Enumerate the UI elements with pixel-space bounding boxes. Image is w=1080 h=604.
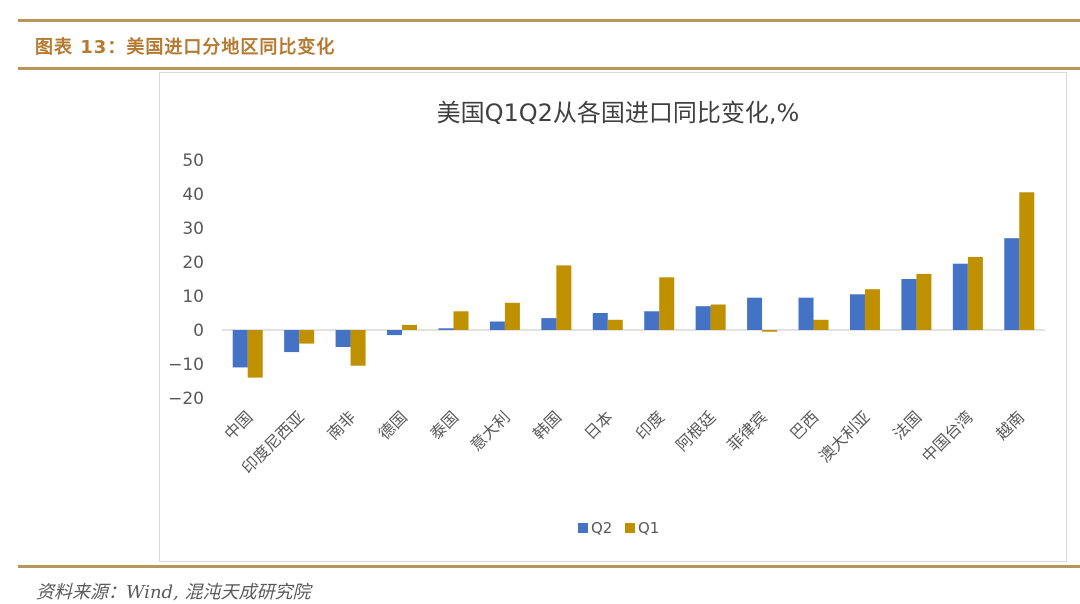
x-category-label: 澳大利亚: [815, 407, 874, 466]
legend-label-q2: Q2: [591, 519, 612, 537]
y-tick-label: 50: [182, 151, 204, 171]
y-tick-label: 10: [182, 287, 204, 307]
bar-q2-15: [1004, 238, 1020, 330]
bar-q1-4: [453, 311, 469, 330]
bar-q1-2: [350, 330, 366, 366]
bar-q2-12: [849, 294, 865, 330]
bar-q2-8: [644, 311, 660, 330]
bar-q1-10: [762, 330, 778, 332]
legend-swatch-q1: [625, 523, 635, 533]
bar-q2-14: [952, 263, 968, 330]
x-category-label: 泰国: [426, 407, 462, 443]
bar-q2-4: [438, 328, 454, 330]
x-category-label: 南非: [323, 407, 359, 443]
bar-q2-11: [798, 297, 814, 330]
bar-q2-6: [541, 318, 557, 330]
chart-container: 美国Q1Q2从各国进口同比变化,% 50 40 30 20 10 0 −10 −20 中国 印度…: [159, 72, 1067, 562]
x-category-label: 巴西: [786, 407, 822, 443]
legend-label-q1: Q1: [638, 519, 659, 537]
x-category-label: 法国: [889, 407, 925, 443]
bar-q2-3: [387, 330, 403, 336]
legend: Q2 Q1: [578, 519, 659, 537]
x-category-label: 阿根廷: [672, 407, 719, 454]
x-category-label: 中国: [220, 407, 256, 443]
y-tick-label: 0: [193, 321, 204, 341]
bar-q2-9: [695, 306, 711, 330]
legend-swatch-q2: [578, 523, 588, 533]
y-tick-label: −20: [168, 389, 204, 409]
x-category-label: 德国: [375, 407, 411, 443]
header-rule: [18, 67, 1080, 70]
bar-q1-9: [710, 304, 726, 330]
bar-q1-6: [556, 265, 572, 330]
bar-q1-15: [1019, 192, 1035, 330]
bar-q2-0: [232, 330, 248, 368]
x-category-label: 意大利: [466, 407, 513, 454]
x-category-label: 日本: [581, 407, 617, 443]
bars: [232, 192, 1035, 378]
figure-title: 图表 13：美国进口分地区同比变化: [35, 37, 336, 58]
y-tick-label: −10: [168, 355, 204, 375]
bar-q2-10: [747, 297, 763, 330]
x-category-label: 越南: [992, 407, 1028, 443]
bar-q1-5: [504, 302, 520, 330]
bar-q1-12: [864, 289, 880, 330]
bar-q2-13: [901, 279, 917, 330]
x-category-label: 中国台湾: [918, 407, 977, 466]
footer-rule: [18, 565, 1080, 568]
bar-q1-3: [402, 324, 418, 330]
bar-q1-1: [299, 330, 315, 344]
bar-q1-0: [247, 330, 263, 378]
source-note: 资料来源：Wind, 混沌天成研究院: [36, 582, 311, 603]
bar-q2-5: [489, 321, 505, 330]
bar-q2-1: [284, 330, 300, 353]
x-category-label: 印度: [632, 407, 668, 443]
bar-chart: 美国Q1Q2从各国进口同比变化,% 50 40 30 20 10 0 −10 −20 中国 印度…: [168, 99, 1045, 537]
bar-q1-8: [659, 277, 675, 330]
y-tick-label: 30: [182, 219, 204, 239]
chart-title: 美国Q1Q2从各国进口同比变化,%: [437, 99, 800, 127]
bar-q1-13: [916, 273, 932, 330]
bar-q1-11: [813, 319, 829, 330]
y-tick-label: 40: [182, 185, 204, 205]
bar-q2-2: [335, 330, 351, 347]
x-category-label: 韩国: [529, 407, 565, 443]
bar-q2-7: [592, 313, 608, 330]
bar-q1-14: [967, 256, 983, 330]
x-category-label: 菲律宾: [724, 407, 771, 454]
bar-q1-7: [607, 319, 623, 330]
top-rule: [18, 19, 1080, 22]
y-tick-label: 20: [182, 253, 204, 273]
